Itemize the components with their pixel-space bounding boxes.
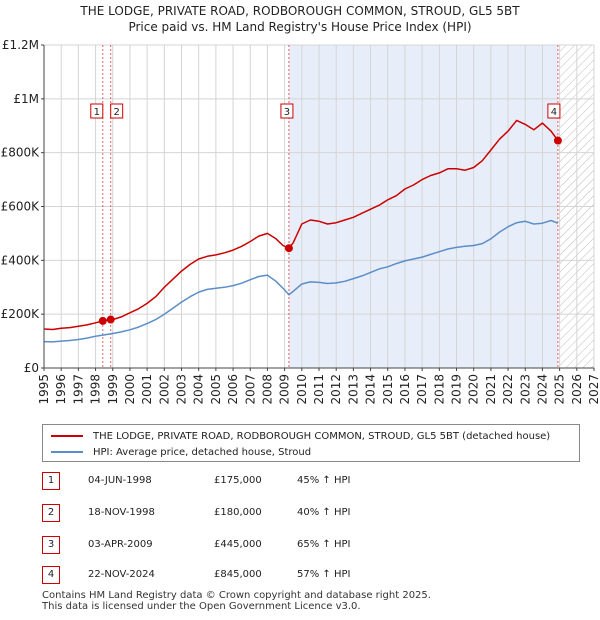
sale-price: £845,000 [214,569,262,580]
sale-hpi-change: 57% ↑ HPI [297,569,351,580]
footer-licence: This data is licensed under the Open Gov… [42,601,361,612]
x-tick-label: 2009 [278,374,292,405]
sale-point [553,136,562,145]
sale-price: £180,000 [214,507,262,518]
sale-point [98,316,107,325]
x-tick-label: 2026 [570,374,584,405]
x-tick-label: 2018 [432,374,446,405]
sale-marker-label: 1 [94,107,100,118]
x-tick-label: 2019 [450,374,464,405]
sale-row: 4 22-NOV-2024 £845,000 57% ↑ HPI [42,566,582,584]
x-tick-label: 2000 [123,374,137,405]
y-tick-label: £800K [1,146,41,160]
legend-hpi-label: HPI: Average price, detached house, Stro… [93,446,312,458]
sale-date: 22-NOV-2024 [88,569,155,580]
chart-subtitle: Price paid vs. HM Land Registry's House … [128,20,471,34]
sale-marker-box [90,103,104,119]
y-tick-label: £0 [24,361,39,375]
x-tick-label: 2015 [381,374,395,405]
property-series-line [43,119,559,331]
x-tick-label: 2024 [535,374,549,405]
sale-marker-label: 4 [551,107,557,118]
sale-marker-box [547,103,561,119]
y-tick-label: £400K [1,253,41,267]
x-tick-label: 1999 [106,374,120,405]
x-tick-label: 2006 [226,374,240,405]
sale-hpi-change: 65% ↑ HPI [297,539,351,550]
legend-item-hpi: HPI: Average price, detached house, Stro… [51,445,311,459]
sale-marker-box [280,103,294,119]
sale-number-badge: 1 [42,472,60,490]
x-tick-label: 2011 [312,374,326,405]
sale-point [284,244,293,253]
y-tick-label: £1.2M [2,38,39,52]
legend-hpi-line [51,451,83,453]
legend-item-property: THE LODGE, PRIVATE ROAD, RODBOROUGH COMM… [51,429,550,443]
x-tick-label: 2025 [553,374,567,405]
sale-date: 03-APR-2009 [88,539,153,550]
x-tick-label: 1998 [89,374,103,405]
sale-number-badge: 3 [42,536,60,554]
x-tick-label: 2020 [467,374,481,405]
x-tick-label: 2002 [157,374,171,405]
x-tick-label: 2017 [415,374,429,405]
x-tick-label: 2027 [587,374,600,405]
x-tick-label: 2013 [346,374,360,405]
x-tick-label: 1995 [37,374,51,405]
price-chart: THE LODGE, PRIVATE ROAD, RODBOROUGH COMM… [1,4,600,405]
sale-price: £175,000 [214,475,262,486]
x-tick-label: 2023 [518,374,532,405]
y-tick-label: £200K [1,307,41,321]
x-tick-label: 2010 [295,374,309,405]
sale-row: 1 04-JUN-1998 £175,000 45% ↑ HPI [42,472,582,490]
x-tick-label: 2016 [398,374,412,405]
sale-marker-label: 3 [284,107,290,118]
sale-marker-box [110,103,124,119]
x-tick-label: 1997 [71,374,85,405]
sale-row: 3 03-APR-2009 £445,000 65% ↑ HPI [42,536,582,554]
hpi-series-line [43,219,559,343]
legend: THE LODGE, PRIVATE ROAD, RODBOROUGH COMM… [42,424,580,462]
sale-number-badge: 4 [42,566,60,584]
legend-property-label: THE LODGE, PRIVATE ROAD, RODBOROUGH COMM… [93,430,551,442]
x-tick-label: 2021 [484,374,498,405]
x-tick-label: 1996 [54,374,68,405]
x-tick-label: 2007 [243,374,257,405]
sale-row: 2 18-NOV-1998 £180,000 40% ↑ HPI [42,504,582,522]
y-tick-label: £1M [13,92,39,106]
sale-hpi-change: 40% ↑ HPI [297,507,351,518]
x-tick-label: 2001 [140,374,154,405]
chart-title: THE LODGE, PRIVATE ROAD, RODBOROUGH COMM… [79,4,520,18]
y-tick-label: £600K [1,200,41,214]
x-tick-label: 2003 [175,374,189,405]
x-tick-label: 2005 [209,374,223,405]
x-tick-label: 2004 [192,374,206,405]
x-tick-label: 2022 [501,374,515,405]
legend-property-line [51,435,83,437]
x-tick-label: 2008 [260,374,274,405]
sale-date: 04-JUN-1998 [88,475,152,486]
sale-hpi-change: 45% ↑ HPI [297,475,351,486]
sale-point [106,315,115,324]
sale-price: £445,000 [214,539,262,550]
footer-copyright: Contains HM Land Registry data © Crown c… [42,590,431,601]
sale-date: 18-NOV-1998 [88,507,155,518]
footer-attribution: Contains HM Land Registry data © Crown c… [42,590,582,612]
sale-marker-label: 2 [114,107,120,118]
x-tick-label: 2012 [329,374,343,405]
x-tick-label: 2014 [364,374,378,405]
sale-number-badge: 2 [42,504,60,522]
